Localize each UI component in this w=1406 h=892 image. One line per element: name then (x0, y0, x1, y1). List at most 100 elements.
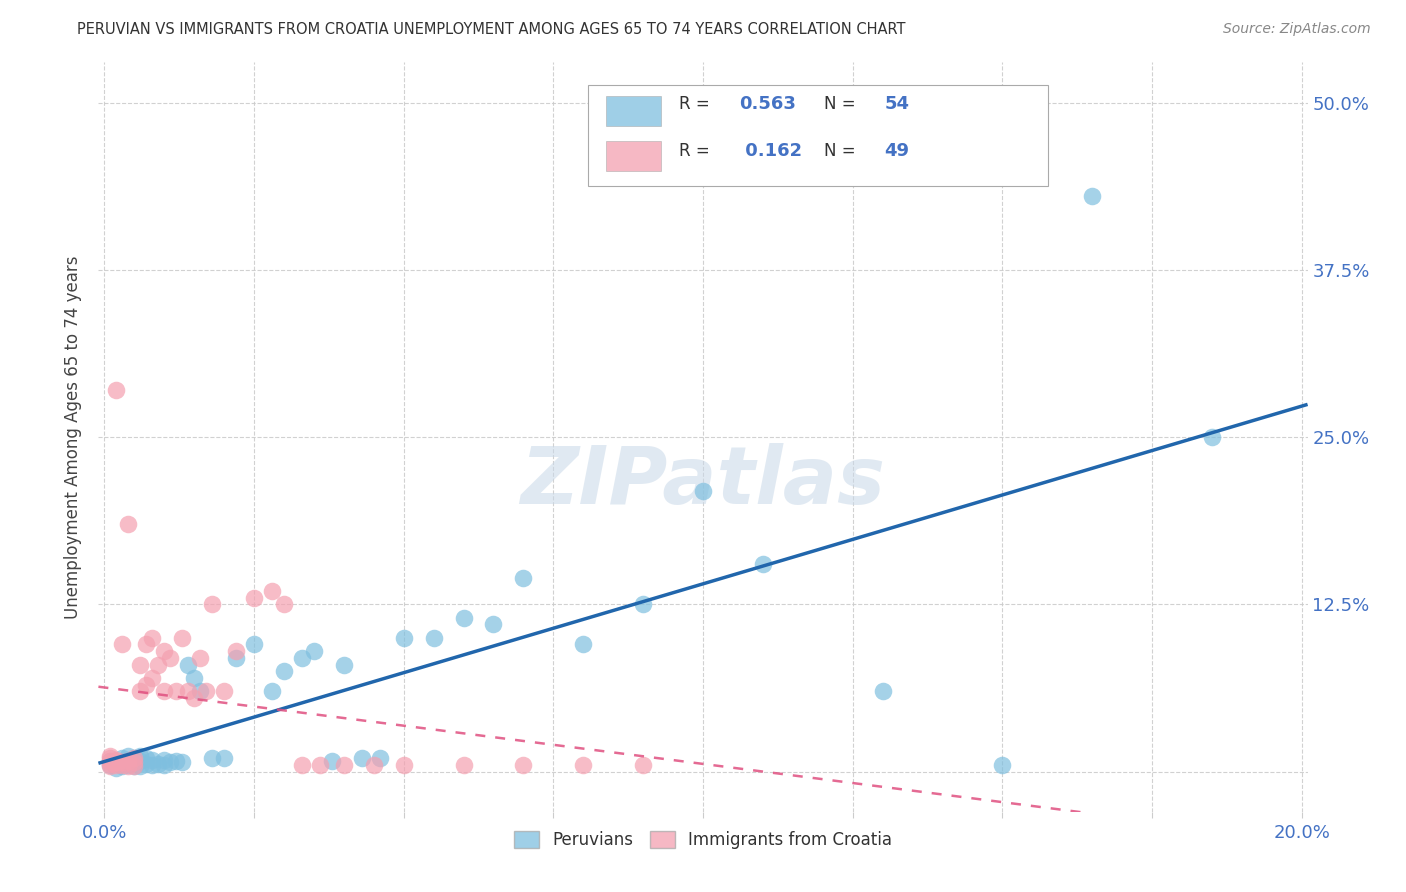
Point (333, 657, 356, 672)
Point (225, 644, 247, 658)
Text: ZIPatlas: ZIPatlas (520, 443, 886, 521)
Point (165, 684, 187, 698)
Point (872, 684, 894, 698)
Point (392, 631, 415, 645)
Y-axis label: Unemployment Among Ages 65 to 74 years: Unemployment Among Ages 65 to 74 years (65, 255, 83, 619)
Point (260, 684, 283, 698)
Point (111, 756, 134, 771)
Point (153, 753, 176, 767)
Point (350, 751, 373, 765)
Point (1201, 430, 1223, 444)
Point (111, 751, 134, 765)
Point (188, 684, 211, 698)
Point (309, 758, 332, 772)
Point (153, 758, 176, 772)
Point (100, 756, 122, 771)
Point (100, 754, 122, 768)
Point (260, 583, 283, 598)
Point (129, 748, 152, 763)
Point (212, 751, 235, 765)
FancyBboxPatch shape (606, 141, 661, 171)
Point (117, 517, 139, 532)
FancyBboxPatch shape (588, 85, 1047, 186)
Point (105, 753, 128, 767)
Point (141, 758, 163, 772)
Point (129, 684, 152, 698)
Point (692, 483, 714, 498)
Point (111, 758, 134, 772)
Point (129, 754, 152, 768)
Point (302, 644, 325, 658)
Point (100, 759, 122, 773)
Point (153, 644, 176, 658)
Point (141, 631, 163, 645)
Point (159, 651, 181, 665)
Point (153, 684, 176, 698)
Point (243, 637, 266, 651)
FancyBboxPatch shape (606, 96, 661, 126)
Point (273, 598, 295, 612)
Point (159, 755, 181, 769)
Point (1081, 189, 1104, 203)
Point (363, 758, 385, 772)
Point (273, 664, 295, 679)
Point (752, 557, 775, 572)
Point (201, 751, 224, 765)
Point (141, 671, 163, 685)
Point (117, 754, 139, 768)
Point (183, 690, 205, 705)
Point (124, 755, 146, 769)
Point (177, 684, 200, 698)
Point (243, 591, 266, 605)
Point (188, 651, 211, 665)
Point (195, 684, 218, 698)
Text: PERUVIAN VS IMMIGRANTS FROM CROATIA UNEMPLOYMENT AMONG AGES 65 TO 74 YEARS CORRE: PERUVIAN VS IMMIGRANTS FROM CROATIA UNEM… (77, 22, 905, 37)
Point (135, 678, 157, 692)
Text: R =: R = (679, 95, 714, 112)
Point (212, 684, 235, 698)
Point (333, 758, 356, 772)
Text: Source: ZipAtlas.com: Source: ZipAtlas.com (1223, 22, 1371, 37)
Point (453, 758, 475, 772)
Point (135, 637, 157, 651)
Point (392, 758, 415, 772)
Point (117, 758, 139, 772)
Point (100, 751, 122, 765)
Point (165, 754, 187, 768)
Point (100, 758, 122, 772)
Point (631, 598, 654, 612)
Point (105, 760, 128, 774)
Point (100, 748, 122, 763)
Point (991, 758, 1014, 772)
Point (105, 755, 128, 769)
Point (117, 748, 139, 763)
Point (183, 671, 205, 685)
Point (129, 657, 152, 672)
Text: 49: 49 (884, 142, 910, 160)
Text: R =: R = (679, 142, 714, 160)
Point (141, 753, 163, 767)
Point (148, 756, 170, 771)
Point (291, 651, 314, 665)
Point (453, 611, 475, 625)
Point (100, 754, 122, 768)
Point (105, 755, 128, 769)
Point (117, 754, 139, 768)
Point (572, 637, 595, 651)
Point (124, 755, 146, 769)
Point (129, 759, 152, 773)
Point (172, 631, 194, 645)
Point (201, 598, 224, 612)
Text: 54: 54 (884, 95, 910, 112)
Point (177, 657, 200, 672)
Legend: Peruvians, Immigrants from Croatia: Peruvians, Immigrants from Croatia (508, 824, 898, 855)
Text: 0.162: 0.162 (740, 142, 803, 160)
Point (124, 759, 146, 773)
Point (111, 759, 134, 773)
Point (124, 751, 146, 765)
Point (135, 751, 157, 765)
Point (135, 756, 157, 771)
Point (572, 758, 595, 772)
Point (117, 759, 139, 773)
Point (631, 758, 654, 772)
